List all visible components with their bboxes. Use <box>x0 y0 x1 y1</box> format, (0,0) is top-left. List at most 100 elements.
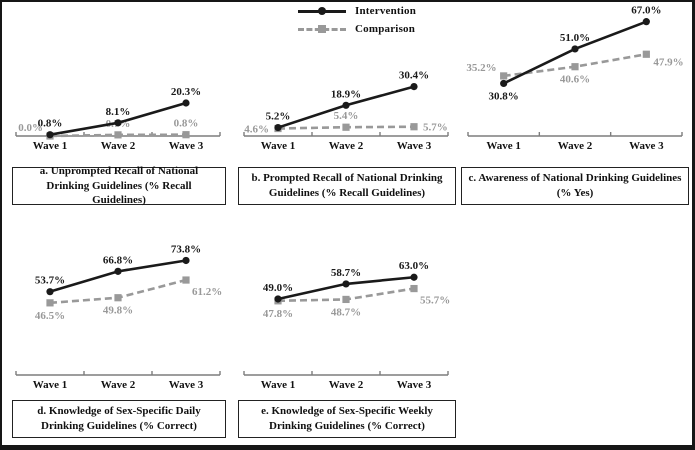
square-marker-icon <box>318 24 326 33</box>
intervention-marker <box>500 79 508 88</box>
intervention-marker <box>46 131 54 139</box>
intervention-value-label: 30.4% <box>399 70 429 82</box>
x-tick-label: Wave 2 <box>329 379 364 391</box>
chart-canvas-d: Wave 1 Wave 2 Wave 3 46.5% 49.8% 61.2% 53.7% 66… <box>15 243 222 391</box>
chart-title-text: c. Awareness of National Drinking Guidel… <box>468 172 682 199</box>
chart-canvas-c: Wave 1 Wave 2 Wave 3 35.2% 40.6% 47.9% 30.8% 51… <box>466 5 683 152</box>
comparison-marker <box>342 123 350 131</box>
comparison-marker <box>642 50 650 58</box>
chart-legend: Intervention Comparison <box>298 3 416 36</box>
x-tick-label: Wave 3 <box>629 140 664 152</box>
x-tick-label: Wave 1 <box>261 140 296 152</box>
chart-b-title: b. Prompted Recall of National Drinking … <box>238 167 456 205</box>
comparison-marker <box>571 63 579 71</box>
chart-a-title: a. Unprompted Recall of National Drinkin… <box>12 165 226 206</box>
comparison-value-label: 5.4% <box>334 110 359 122</box>
x-tick-label: Wave 1 <box>33 379 68 391</box>
comparison-marker <box>500 72 508 80</box>
intervention-value-label: 18.9% <box>331 88 361 100</box>
intervention-value-label: 67.0% <box>631 5 661 17</box>
intervention-marker <box>182 99 190 107</box>
x-tick-label: Wave 2 <box>101 379 136 391</box>
comparison-value-label: 40.6% <box>560 74 590 86</box>
legend-label-comparison: Comparison <box>355 22 416 35</box>
intervention-value-label: 20.3% <box>171 86 201 98</box>
intervention-value-label: 30.8% <box>489 90 519 102</box>
chart-d-title: d. Knowledge of Sex-Specific Daily Drink… <box>12 400 226 438</box>
chart-e-title: e. Knowledge of Sex-Specific Weekly Drin… <box>238 400 456 438</box>
comparison-value-label: 48.7% <box>331 306 361 318</box>
comparison-marker <box>410 284 418 293</box>
intervention-marker <box>114 267 122 275</box>
chart-canvas-b: Wave 1 Wave 2 Wave 3 4.6% 5.4% 5.7% 5.2% 18.9% 3… <box>243 70 449 152</box>
x-tick-label: Wave 2 <box>329 140 364 152</box>
comparison-value-label: 5.7% <box>423 122 448 134</box>
chart-title-text: b. Prompted Recall of National Drinking … <box>251 172 443 199</box>
comparison-value-label: 0.0% <box>18 122 43 134</box>
comparison-value-label: 61.2% <box>192 286 222 298</box>
chart-canvas-e: Wave 1 Wave 2 Wave 3 47.8% 48.7% 55.7% 49.0% 58… <box>243 260 450 391</box>
legend-item-comparison: Comparison <box>298 21 416 36</box>
intervention-value-label: 8.1% <box>106 106 131 118</box>
comparison-marker <box>182 131 190 139</box>
intervention-marker <box>342 280 350 288</box>
x-tick-label: Wave 1 <box>486 140 521 152</box>
circle-marker-icon <box>318 6 326 15</box>
chart-title-text: e. Knowledge of Sex-Specific Weekly Drin… <box>261 405 433 432</box>
comparison-value-label: 35.2% <box>466 62 496 74</box>
intervention-value-label: 63.0% <box>399 260 429 272</box>
intervention-marker <box>642 18 650 26</box>
comparison-marker <box>46 299 54 307</box>
x-tick-label: Wave 2 <box>558 140 593 152</box>
legend-label-intervention: Intervention <box>355 4 417 17</box>
intervention-value-label: 66.8% <box>103 254 133 266</box>
comparison-value-label: 4.6% <box>244 124 269 136</box>
x-tick-label: Wave 3 <box>169 379 204 391</box>
comparison-value-label: 47.8% <box>263 308 293 320</box>
intervention-marker <box>410 273 418 281</box>
comparison-marker <box>114 294 122 302</box>
intervention-value-label: 51.0% <box>560 32 590 44</box>
x-tick-label: Wave 1 <box>261 379 296 391</box>
x-tick-label: Wave 3 <box>397 379 432 391</box>
comparison-marker <box>114 131 122 139</box>
intervention-marker <box>274 295 282 303</box>
intervention-marker <box>46 288 54 296</box>
x-tick-label: Wave 2 <box>101 140 136 152</box>
intervention-value-label: 73.8% <box>171 243 201 255</box>
comparison-marker <box>182 276 190 284</box>
intervention-marker <box>410 83 418 91</box>
x-tick-label: Wave 1 <box>33 140 68 152</box>
intervention-value-label: 49.0% <box>263 282 293 294</box>
chart-c-awareness: Wave 1 Wave 2 Wave 3 35.2% 40.6% 47.9% 30.8% 51… <box>464 5 686 156</box>
comparison-marker <box>342 295 350 304</box>
intervention-marker <box>342 101 350 109</box>
intervention-marker <box>182 256 190 265</box>
chart-e-weekly-knowledge: Wave 1 Wave 2 Wave 3 47.8% 48.7% 55.7% 49.0% 58… <box>240 238 452 393</box>
intervention-value-label: 53.7% <box>35 275 65 287</box>
intervention-line-icon <box>298 4 346 18</box>
chart-c-title: c. Awareness of National Drinking Guidel… <box>461 167 689 205</box>
legend-item-intervention: Intervention <box>298 3 416 18</box>
comparison-value-label: 49.8% <box>103 305 133 317</box>
x-tick-label: Wave 3 <box>169 140 204 152</box>
comparison-value-label: 46.5% <box>35 310 65 322</box>
chart-b-prompted-recall: Wave 1 Wave 2 Wave 3 4.6% 5.4% 5.7% 5.2% 18.9% 3… <box>240 56 452 156</box>
intervention-value-label: 0.8% <box>38 118 63 130</box>
comparison-value-label: 0.8% <box>174 118 199 130</box>
intervention-marker <box>571 45 579 53</box>
intervention-marker <box>114 119 122 127</box>
x-tick-label: Wave 3 <box>397 140 432 152</box>
intervention-marker <box>274 123 282 132</box>
comparison-marker <box>410 123 418 131</box>
chart-title-text: d. Knowledge of Sex-Specific Daily Drink… <box>37 405 201 432</box>
intervention-value-label: 58.7% <box>331 267 361 279</box>
intervention-value-label: 5.2% <box>266 111 291 123</box>
comparison-line-icon <box>298 22 346 36</box>
chart-d-daily-knowledge: Wave 1 Wave 2 Wave 3 46.5% 49.8% 61.2% 53.7% 66… <box>12 238 224 393</box>
comparison-value-label: 55.7% <box>420 295 450 307</box>
chart-title-text: a. Unprompted Recall of National Drinkin… <box>39 164 199 207</box>
comparison-value-label: 47.9% <box>653 56 683 68</box>
